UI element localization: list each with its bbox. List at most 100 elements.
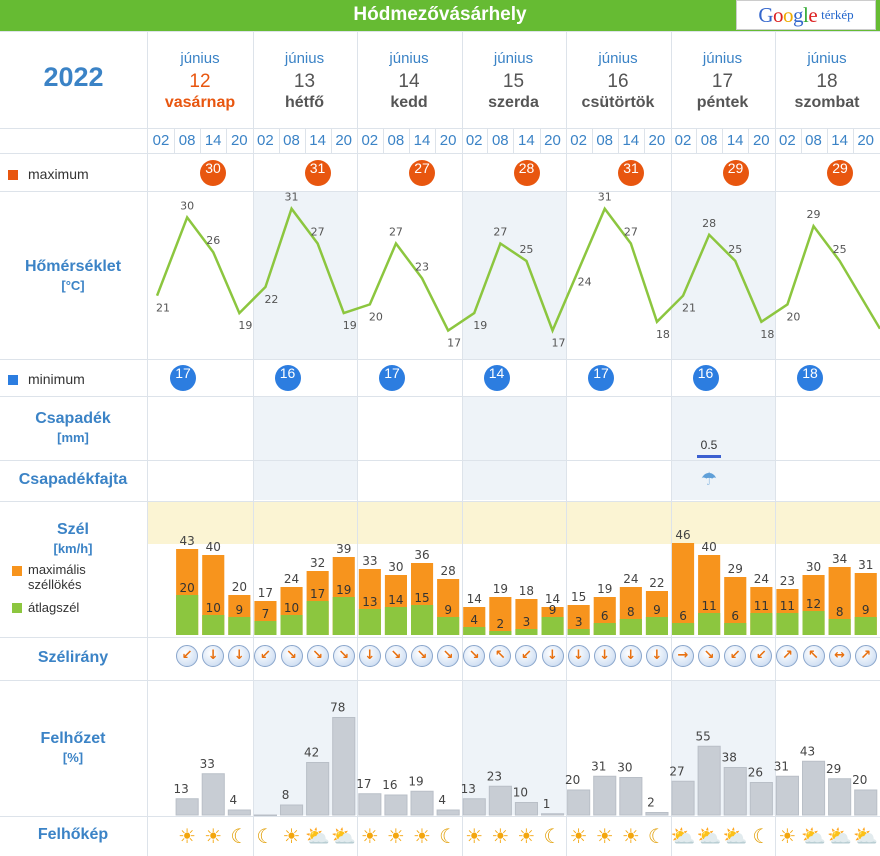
- gust-value-label: 23: [780, 574, 795, 588]
- gust-bar: [828, 567, 851, 635]
- cloud-bar: [723, 767, 747, 816]
- hour-divider: [200, 128, 202, 153]
- wind-direction-icon: ↓: [228, 645, 251, 667]
- sun-icon: ☀: [595, 824, 614, 848]
- cloud-bar: [436, 809, 460, 816]
- sun-icon: ☀: [178, 824, 197, 848]
- day-month: június: [180, 50, 220, 67]
- cloud-bar: [828, 778, 852, 816]
- temperature-point-label: 22: [264, 293, 278, 306]
- wind-direction-icon: ↘: [332, 645, 355, 667]
- day-shade: [252, 396, 357, 500]
- day-header: június 14 kedd: [357, 50, 461, 112]
- partly-cloudy-icon: ⛅: [305, 824, 331, 848]
- avg-wind-value-label: 6: [679, 609, 687, 623]
- gust-value-label: 46: [675, 528, 690, 542]
- wind-direction-icon: ↘: [306, 645, 329, 667]
- cloud-bar: [253, 814, 277, 816]
- cloud-value-label: 23: [487, 769, 502, 783]
- gust-value-label: 19: [597, 582, 612, 596]
- moon-icon: ☾: [256, 824, 275, 848]
- rain-shower-icon: ☂: [700, 469, 718, 490]
- cloud-bar: [671, 780, 695, 816]
- hour-divider: [487, 128, 489, 153]
- cloud-bar: [749, 782, 773, 816]
- temperature-point-label: 31: [598, 192, 612, 204]
- sun-icon: ☀: [778, 824, 797, 848]
- day-weekday: csütörtök: [581, 94, 655, 111]
- cloud-value-label: 27: [669, 764, 684, 778]
- day-weekday: péntek: [696, 94, 749, 111]
- day-weekday: vasárnap: [164, 94, 236, 111]
- cloud-bar: [201, 773, 225, 816]
- cloud-value-label: 29: [826, 762, 841, 776]
- day-weekday: hétfő: [284, 94, 325, 111]
- partly-cloudy-icon: ⛅: [801, 824, 826, 848]
- sun-icon: ☀: [491, 824, 510, 848]
- avg-wind-bar: [854, 617, 877, 635]
- row-divider: [0, 153, 880, 154]
- avg-wind-bar: [698, 613, 721, 635]
- avg-wind-value-label: 6: [601, 609, 609, 623]
- moon-icon: ☾: [752, 824, 771, 848]
- temperature-chart: 21 30 26 19 22 31 27 19 20 27 23 17 19 27 25 17 24 31 27 18…: [155, 192, 880, 350]
- hour-label: 08: [178, 132, 196, 149]
- hour-label: 20: [648, 132, 666, 149]
- hour-divider: [513, 128, 515, 153]
- max-temp-badge: 31: [618, 160, 644, 186]
- max-square-icon: [8, 170, 18, 181]
- row-divider: [0, 460, 880, 461]
- map-label: térkép: [821, 7, 854, 22]
- gust-bar: [724, 577, 747, 635]
- column-divider: [357, 31, 358, 856]
- maximum-label: maximum: [28, 166, 89, 182]
- column-divider: [670, 31, 672, 856]
- temperature-point-label: 18: [760, 328, 774, 341]
- moon-icon: ☾: [647, 824, 666, 848]
- hour-divider: [539, 128, 541, 153]
- cloud-value-label: 13: [461, 782, 476, 796]
- gust-value-label: 31: [858, 558, 873, 572]
- cloud-value-label: 20: [565, 773, 580, 787]
- temperature-label: Hőmérséklet [°C]: [24, 258, 122, 293]
- avg-wind-value-label: 11: [702, 599, 717, 613]
- avg-wind-value-label: 6: [731, 609, 739, 623]
- hour-label: 08: [283, 132, 300, 149]
- hour-label: 02: [152, 132, 170, 149]
- temperature-point-label: 25: [833, 243, 847, 256]
- hour-divider: [852, 128, 854, 153]
- cloud-bar: [854, 789, 878, 816]
- temperature-point-label: 26: [206, 234, 220, 247]
- day-shade: [461, 396, 566, 500]
- day-shade: [461, 192, 566, 359]
- temperature-point-label: 20: [369, 310, 383, 323]
- wind-direction-icon: ↓: [645, 645, 668, 667]
- cloud-value-label: 19: [408, 774, 423, 788]
- temperature-point-label: 21: [156, 302, 170, 315]
- avg-wind-bar: [228, 617, 251, 635]
- row-divider: [0, 816, 880, 817]
- temperature-point-label: 21: [682, 302, 696, 315]
- hour-label: 02: [779, 132, 796, 149]
- google-map-button[interactable]: Google térkép: [736, 0, 876, 30]
- avg-wind-value-label: 9: [444, 603, 452, 617]
- cloud-value-label: 38: [722, 751, 737, 765]
- gust-value-label: 30: [806, 560, 821, 574]
- cloud-value-label: 8: [282, 788, 290, 802]
- day-month: június: [598, 50, 638, 67]
- hour-label: 20: [230, 132, 248, 149]
- wind-direction-icon: →: [672, 645, 694, 667]
- cloud-value-label: 10: [513, 786, 528, 800]
- cloud-bar: [306, 762, 330, 816]
- gust-value-label: 24: [754, 572, 769, 586]
- gust-value-label: 29: [728, 562, 743, 576]
- day-shade: [670, 396, 775, 500]
- cloud-bar: [619, 777, 643, 816]
- wind-direction-icon: ↓: [619, 645, 642, 667]
- cloud-bar: [802, 760, 826, 816]
- day-day: 14: [398, 71, 420, 92]
- day-weekday: szerda: [488, 94, 539, 111]
- day-month: június: [493, 50, 534, 67]
- min-square-icon: [8, 375, 18, 386]
- hour-label: 08: [387, 132, 405, 149]
